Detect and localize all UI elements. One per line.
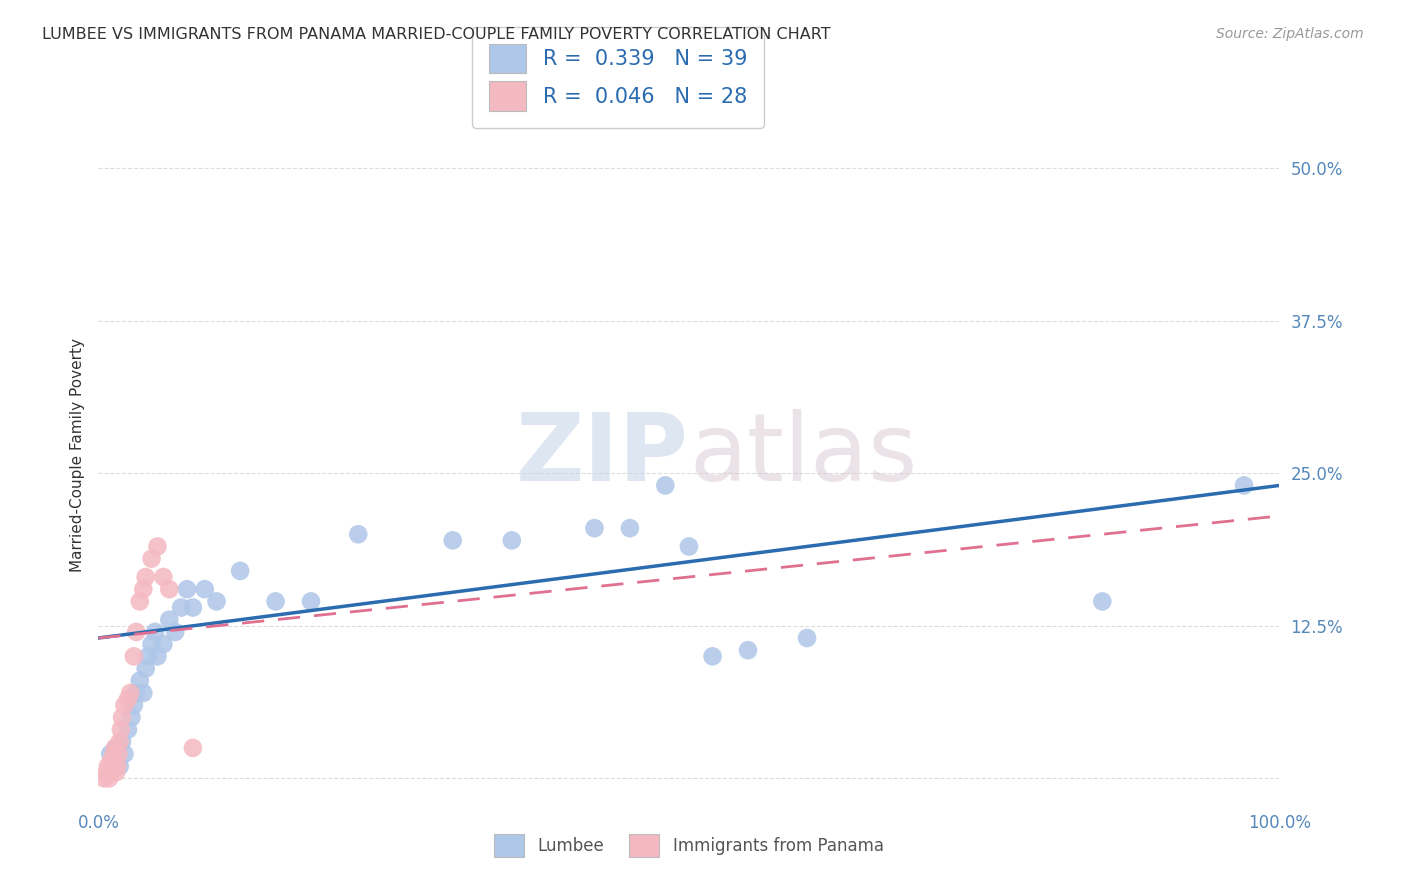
Point — [107, 747, 129, 761]
Point — [98, 765, 121, 780]
Point — [170, 600, 193, 615]
Point — [678, 540, 700, 554]
Point — [128, 673, 150, 688]
Legend: Lumbee, Immigrants from Panama: Lumbee, Immigrants from Panama — [488, 827, 890, 864]
Point — [108, 759, 131, 773]
Point — [128, 594, 150, 608]
Point — [176, 582, 198, 597]
Point — [100, 753, 122, 767]
Point — [132, 582, 155, 597]
Y-axis label: Married-Couple Family Poverty: Married-Couple Family Poverty — [69, 338, 84, 572]
Point — [299, 594, 322, 608]
Point — [143, 624, 166, 639]
Point — [93, 772, 115, 786]
Point — [146, 649, 169, 664]
Point — [111, 735, 134, 749]
Point — [205, 594, 228, 608]
Text: Source: ZipAtlas.com: Source: ZipAtlas.com — [1216, 27, 1364, 41]
Point — [583, 521, 606, 535]
Text: ZIP: ZIP — [516, 409, 689, 501]
Point — [117, 723, 139, 737]
Point — [441, 533, 464, 548]
Point — [104, 740, 127, 755]
Point — [796, 631, 818, 645]
Point — [737, 643, 759, 657]
Point — [146, 540, 169, 554]
Point — [347, 527, 370, 541]
Point — [122, 698, 145, 713]
Point — [152, 570, 174, 584]
Point — [125, 686, 148, 700]
Point — [97, 759, 120, 773]
Point — [1233, 478, 1256, 492]
Point — [141, 637, 163, 651]
Point — [117, 692, 139, 706]
Point — [121, 710, 143, 724]
Point — [108, 735, 131, 749]
Point — [157, 613, 180, 627]
Point — [501, 533, 523, 548]
Point — [654, 478, 676, 492]
Point — [136, 649, 159, 664]
Point — [152, 637, 174, 651]
Point — [181, 740, 204, 755]
Point — [98, 772, 121, 786]
Point — [619, 521, 641, 535]
Point — [105, 765, 128, 780]
Point — [120, 686, 142, 700]
Point — [111, 710, 134, 724]
Point — [105, 740, 128, 755]
Point — [101, 759, 124, 773]
Text: LUMBEE VS IMMIGRANTS FROM PANAMA MARRIED-COUPLE FAMILY POVERTY CORRELATION CHART: LUMBEE VS IMMIGRANTS FROM PANAMA MARRIED… — [42, 27, 831, 42]
Point — [1091, 594, 1114, 608]
Point — [135, 570, 157, 584]
Point — [264, 594, 287, 608]
Point — [96, 765, 118, 780]
Point — [157, 582, 180, 597]
Point — [110, 723, 132, 737]
Point — [98, 747, 121, 761]
Point — [112, 747, 135, 761]
Point — [122, 649, 145, 664]
Point — [125, 624, 148, 639]
Point — [112, 698, 135, 713]
Text: atlas: atlas — [689, 409, 917, 501]
Point — [181, 600, 204, 615]
Point — [105, 759, 128, 773]
Point — [229, 564, 252, 578]
Point — [141, 551, 163, 566]
Point — [132, 686, 155, 700]
Point — [702, 649, 724, 664]
Point — [135, 661, 157, 675]
Point — [103, 747, 125, 761]
Point — [194, 582, 217, 597]
Point — [165, 624, 187, 639]
